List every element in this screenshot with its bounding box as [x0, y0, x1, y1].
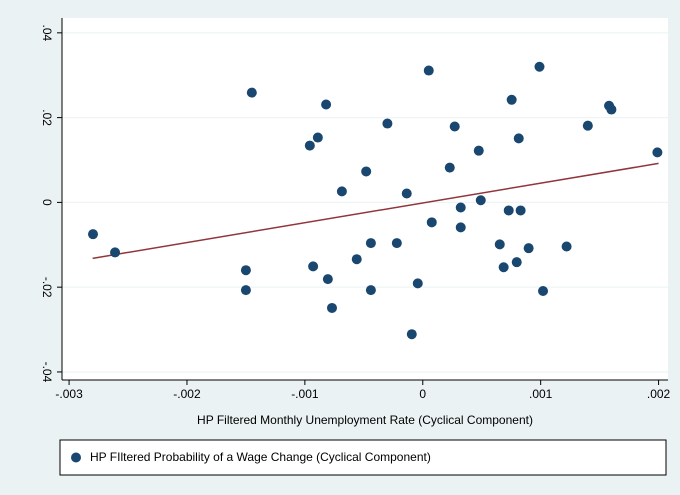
point [246, 87, 257, 98]
point [538, 285, 549, 296]
point [498, 262, 509, 273]
legend-marker [71, 452, 81, 463]
point [523, 243, 534, 254]
x-tick-label: 0 [419, 387, 426, 401]
point [304, 140, 315, 151]
point [240, 265, 251, 276]
y-tick-label: -.04 [40, 362, 54, 383]
point [506, 94, 517, 105]
y-tick-label: .04 [40, 24, 54, 41]
point [534, 61, 545, 72]
x-tick-label: .001 [529, 387, 553, 401]
point [401, 188, 412, 199]
point [365, 238, 376, 249]
x-axis-label: HP Filtered Monthly Unemployment Rate (C… [197, 413, 533, 427]
point [449, 121, 460, 132]
plot-area [62, 18, 668, 380]
x-tick-label: .002 [647, 387, 671, 401]
point [406, 329, 417, 340]
point [473, 145, 484, 156]
y-tick-label: -.02 [40, 277, 54, 298]
point [365, 285, 376, 296]
point [652, 147, 663, 158]
y-tick-label: 0 [40, 199, 54, 206]
point [321, 99, 332, 110]
point [511, 257, 522, 268]
point [361, 166, 372, 177]
x-tick-label: -.003 [55, 387, 83, 401]
point [391, 238, 402, 249]
point [351, 254, 362, 265]
point [312, 132, 323, 143]
x-tick-label: -.001 [291, 387, 319, 401]
legend-label: HP FIltered Probability of a Wage Change… [90, 450, 431, 464]
point [606, 104, 617, 115]
point [336, 186, 347, 197]
point [326, 302, 337, 313]
point [561, 241, 572, 252]
point [582, 120, 593, 131]
point [455, 202, 466, 213]
point [494, 239, 505, 250]
point [475, 195, 486, 206]
y-tick-label: .02 [40, 109, 54, 126]
point [412, 278, 423, 289]
point [444, 162, 455, 173]
point [513, 133, 524, 144]
point [240, 285, 251, 296]
point [308, 261, 319, 272]
point [503, 205, 514, 216]
point [110, 247, 121, 258]
point [426, 217, 437, 228]
point [423, 65, 434, 76]
fit-line [92, 162, 659, 260]
x-tick-label: -.002 [173, 387, 201, 401]
point [455, 222, 466, 233]
point [515, 205, 526, 216]
legend [59, 439, 667, 476]
point [88, 229, 99, 240]
point [322, 274, 333, 285]
point [382, 118, 393, 129]
